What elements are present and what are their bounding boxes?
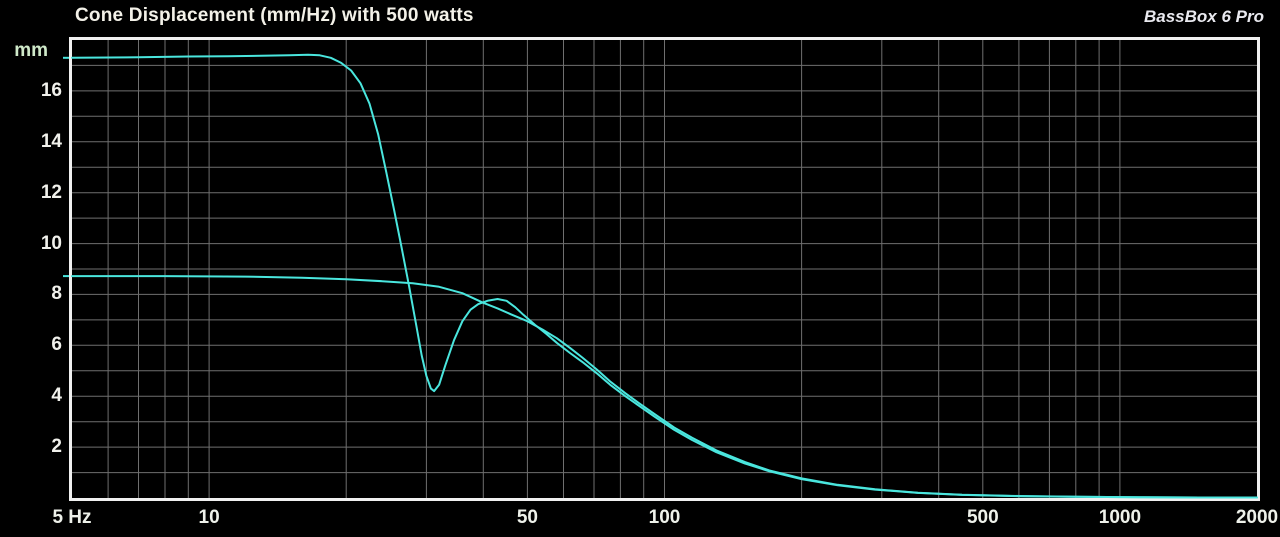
series-2-smooth-curve	[71, 275, 1258, 499]
x-tick-label: 100	[648, 507, 681, 528]
y-tick-label: 14	[40, 130, 62, 152]
y-tick-label: 2	[51, 436, 62, 458]
x-tick-label: 50	[516, 507, 538, 528]
app-brand-label: BassBox 6 Pro	[1144, 7, 1264, 26]
x-tick-label: 1000	[1098, 507, 1142, 528]
x-tick-label: 2000	[1235, 507, 1279, 528]
y-tick-label: 16	[40, 79, 62, 101]
y-tick-label: 6	[51, 334, 62, 356]
y-tick-label: 4	[51, 385, 62, 407]
x-tick-label: 5 Hz	[52, 507, 92, 528]
y-tick-label: 10	[40, 232, 62, 254]
chart-title: Cone Displacement (mm/Hz) with 500 watts	[75, 5, 474, 26]
y-tick-label: 12	[40, 181, 62, 203]
x-tick-label: 10	[198, 507, 220, 528]
x-tick-label: 500	[966, 507, 999, 528]
y-axis-unit-label: mm	[14, 40, 48, 61]
plot-border	[69, 37, 1260, 501]
y-tick-label: 8	[51, 283, 62, 305]
